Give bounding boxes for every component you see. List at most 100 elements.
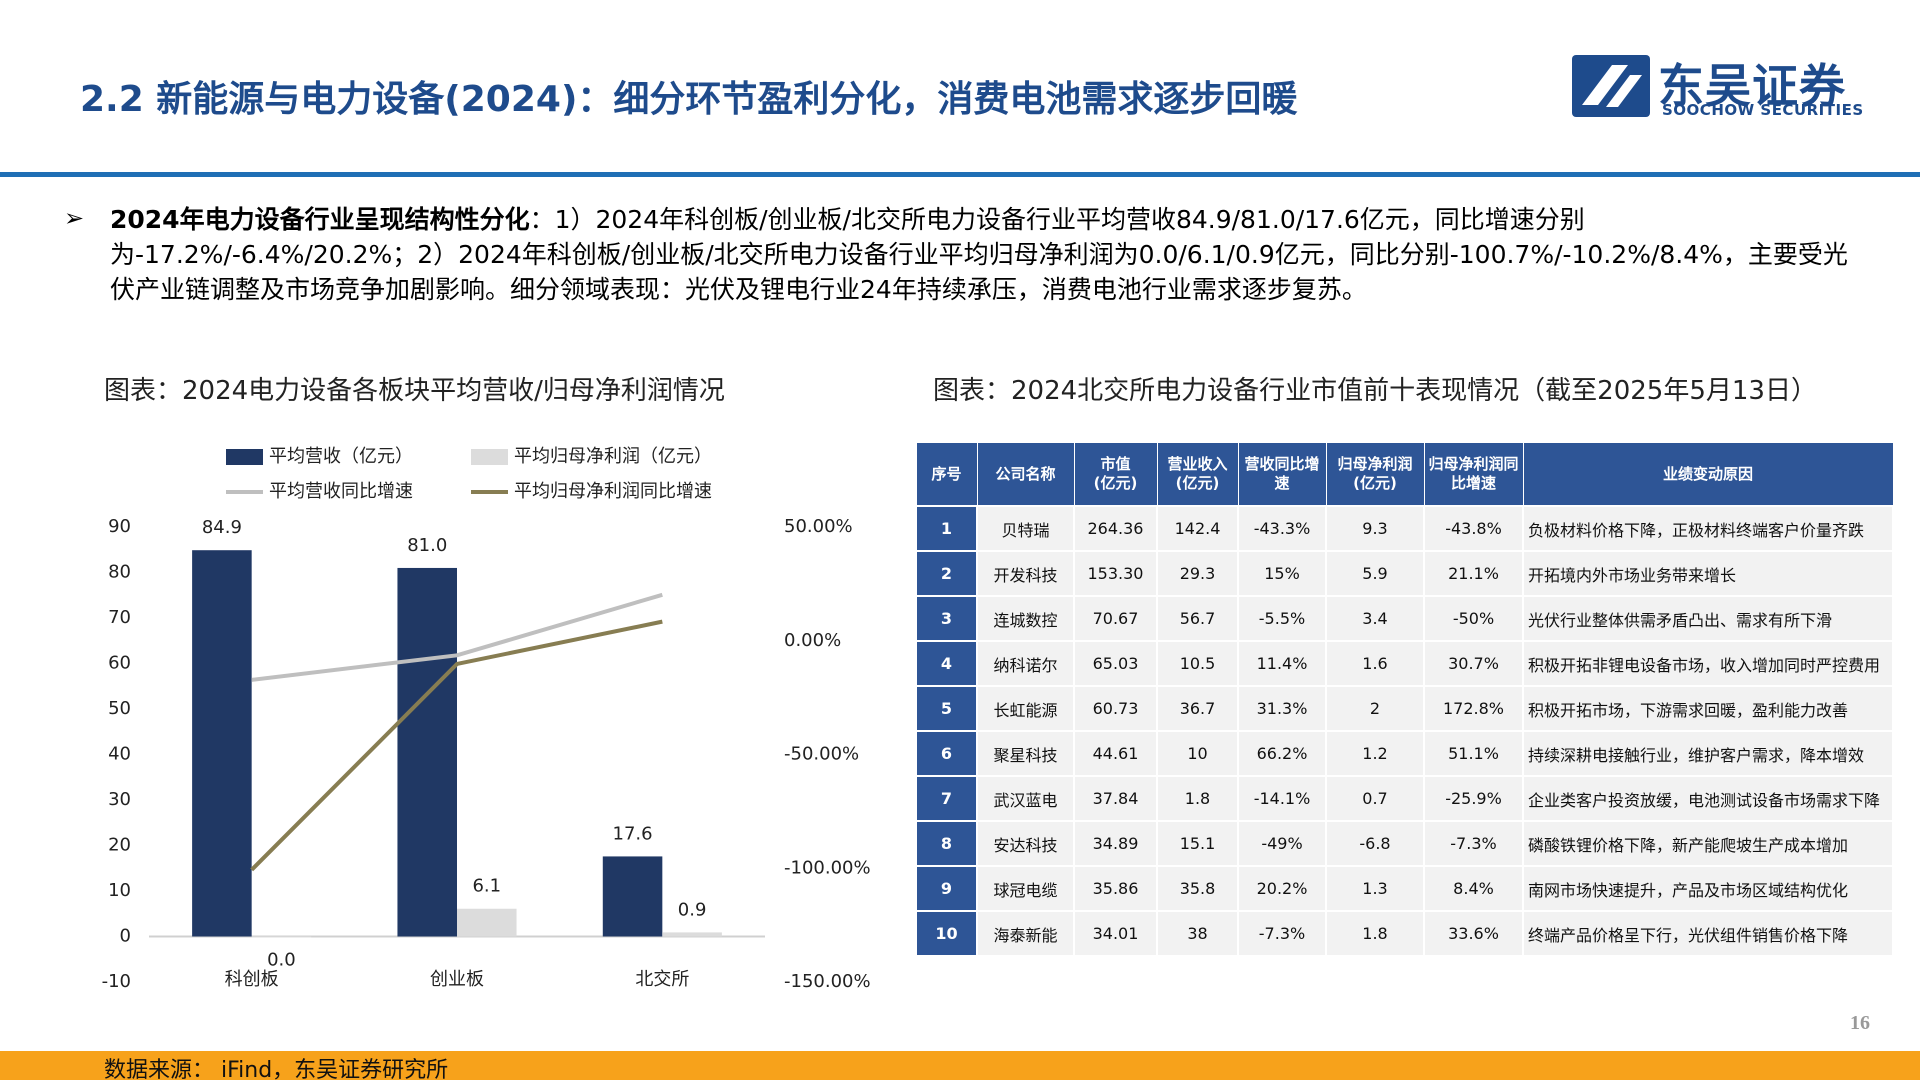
y2-tick-label: -150.00% [784,971,871,992]
table-cell: 积极开拓非锂电设备市场，收入增加同时严控费用 [1522,640,1894,687]
table-cell: 264.36 [1073,505,1158,552]
bar [662,932,722,937]
table-cell: 企业类客户投资放缓，电池测试设备市场需求下降 [1522,775,1894,822]
bullet-text: 2024年电力设备行业呈现结构性分化：1）2024年科创板/创业板/北交所电力设… [110,202,1860,307]
table-cell: 2 [1325,685,1425,732]
y2-tick-label: -50.00% [784,744,859,765]
table-cell: 5.9 [1325,550,1425,597]
data-label: 17.6 [613,823,653,844]
table-cell: 开发科技 [976,550,1075,597]
legend-label: 平均营收（亿元） [269,446,413,467]
bar [457,908,517,937]
table-row: 8 安达科技 34.89 15.1 -49% -6.8 -7.3% 磷酸铁锂价格下降，新产能爬… [915,820,1894,867]
bullet-body: ：1）2024年科创板/创业板/北交所电力设备行业平均营收84.9/81.0/1… [110,205,1848,304]
table-cell: 33.6% [1423,910,1524,957]
table-cell: 37.84 [1073,775,1158,822]
logo-subtext: SOOCHOW SECURITIES [1662,101,1864,119]
table-cell: 10 [1156,730,1239,777]
table-cell: 海泰新能 [976,910,1075,957]
table-cell: 1.6 [1325,640,1425,687]
table-cell: -49% [1237,820,1327,867]
y-tick-label: 70 [108,607,131,628]
table-cell: 21.1% [1423,550,1524,597]
line [251,592,663,682]
chart: -10 0 10 20 30 40 50 60 70 80 90 -150.00% -100.00% -5… [102,446,871,992]
table-cell: -43.8% [1423,505,1524,552]
table-cell: 1.8 [1325,910,1425,957]
table-cell: 纳科诺尔 [976,640,1075,687]
table-cell: 2 [915,550,978,597]
y-tick-label: 80 [108,562,131,583]
table-body: 1 贝特瑞 264.36 142.4 -43.3% 9.3 -43.8% 负极材料价格下降，正… [915,505,1894,957]
column-header: 市值 (亿元) [1073,442,1158,507]
table-cell: 1.8 [1156,775,1239,822]
y2-tick-label: 0.00% [784,630,841,651]
y-tick-label: 90 [108,516,131,537]
table-cell: 66.2% [1237,730,1327,777]
table-cell: -14.1% [1237,775,1327,822]
data-table: 序号 公司名称 市值 (亿元) 营业收入 (亿元) 营收同比增 速归母净利润 (亿元) 归… [915,442,1894,957]
table-cell: -5.5% [1237,595,1327,642]
bar [192,550,252,937]
header-rule [0,172,1920,177]
table-row: 3 连城数控 70.67 56.7 -5.5% 3.4 -50% 光伏行业整体供需矛盾凸出、需… [915,595,1894,642]
bullet-icon: ➢ [64,204,85,232]
page-number: 16 [1850,1012,1870,1034]
legend-swatch [471,449,508,465]
table-cell: -6.8 [1325,820,1425,867]
table-row: 10 海泰新能 34.01 38 -7.3% 1.8 33.6% 终端产品价格呈下行，光伏组件… [915,910,1894,957]
table-cell: 0.7 [1325,775,1425,822]
table-cell: 60.73 [1073,685,1158,732]
table-cell: 连城数控 [976,595,1075,642]
table-cell: 34.01 [1073,910,1158,957]
legend-swatch [226,449,263,465]
table-row: 1 贝特瑞 264.36 142.4 -43.3% 9.3 -43.8% 负极材料价格下降，正… [915,505,1894,552]
table-cell: 35.86 [1073,865,1158,912]
table-cell: 光伏行业整体供需矛盾凸出、需求有所下滑 [1522,595,1894,642]
table-cell: 10.5 [1156,640,1239,687]
table-row: 9 球冠电缆 35.86 35.8 20.2% 1.3 8.4% 南网市场快速提升，产品及市场… [915,865,1894,912]
table-cell: 9 [915,865,978,912]
table-cell: -7.3% [1237,910,1327,957]
table-cell: 3 [915,595,978,642]
x-tick-label: 科创板 [225,969,279,990]
table-cell: 持续深耕电接触行业，维护客户需求，降本增效 [1522,730,1894,777]
table-cell: 56.7 [1156,595,1239,642]
table-row: 7 武汉蓝电 37.84 1.8 -14.1% 0.7 -25.9% 企业类客户投资放缓，电池… [915,775,1894,822]
table-cell: 8.4% [1423,865,1524,912]
table-cell: 38 [1156,910,1239,957]
table-cell: 10 [915,910,978,957]
column-header: 业绩变动原因 [1522,442,1894,507]
column-header: 归母净利润 (亿元) [1325,442,1425,507]
table-cell: 开拓境内外市场业务带来增长 [1522,550,1894,597]
table-cell: 4 [915,640,978,687]
data-label: 81.0 [407,535,447,556]
data-label: 84.9 [202,517,242,538]
bar [397,567,457,937]
table-cell: 6 [915,730,978,777]
table-cell: 7 [915,775,978,822]
table-cell: 153.30 [1073,550,1158,597]
table-cell: 南网市场快速提升，产品及市场区域结构优化 [1522,865,1894,912]
table-cell: 35.8 [1156,865,1239,912]
table-cell: 负极材料价格下降，正极材料终端客户价量齐跌 [1522,505,1894,552]
table-cell: 15.1 [1156,820,1239,867]
table-cell: 51.1% [1423,730,1524,777]
table-title: 图表：2024北交所电力设备行业市值前十表现情况（截至2025年5月13日） [933,376,1817,406]
table-cell: 30.7% [1423,640,1524,687]
table-cell: -7.3% [1423,820,1524,867]
table-cell: 安达科技 [976,820,1075,867]
table-cell: 武汉蓝电 [976,775,1075,822]
table-cell: 29.3 [1156,550,1239,597]
table-cell: 172.8% [1423,685,1524,732]
table-cell: -43.3% [1237,505,1327,552]
table-cell: 聚星科技 [976,730,1075,777]
y2-tick-label: 50.00% [784,516,853,537]
table-cell: 1.2 [1325,730,1425,777]
bar [251,936,312,938]
legend-label: 平均归母净利润（亿元） [514,446,712,467]
slide-title: 2.2 新能源与电力设备(2024)：细分环节盈利分化，消费电池需求逐步回暖 [80,79,1298,120]
table-cell: -50% [1423,595,1524,642]
table-cell: 15% [1237,550,1327,597]
logo-text: 东吴证券 [1658,59,1846,113]
